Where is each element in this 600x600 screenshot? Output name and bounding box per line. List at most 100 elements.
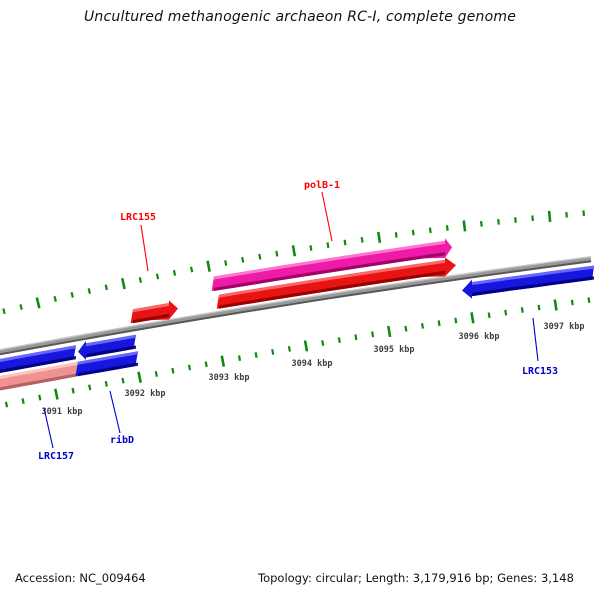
accession-text: Accession: NC_009464	[15, 571, 146, 585]
minor-tick	[21, 398, 25, 405]
label-leader-LRC153	[532, 317, 539, 362]
ruler-label: 3091 kbp	[42, 407, 83, 417]
gene-label-LRC155: LRC155	[120, 212, 156, 223]
gene-arrow-forward-gene-highlight	[219, 259, 445, 298]
minor-tick	[514, 217, 517, 223]
gene-arrow-LRC157	[0, 361, 78, 391]
minor-tick	[454, 317, 458, 324]
minor-tick	[428, 227, 432, 234]
major-tick	[206, 260, 211, 272]
minor-tick	[360, 237, 364, 243]
minor-tick	[504, 309, 508, 316]
label-leader-polB-1	[321, 191, 333, 242]
gene-arrow-reverse-gene-b-highlight	[86, 334, 136, 347]
minor-tick	[371, 331, 375, 338]
minor-tick	[258, 253, 262, 260]
minor-tick	[445, 225, 449, 231]
minor-tick	[321, 340, 325, 346]
gene-label-LRC157: LRC157	[38, 451, 74, 462]
minor-tick	[420, 323, 425, 329]
major-tick	[137, 371, 142, 383]
genome-backbone	[0, 256, 592, 355]
major-tick	[120, 277, 126, 290]
minor-tick	[38, 394, 42, 401]
label-leader-LRC157	[43, 407, 54, 449]
figure-title: Uncultured methanogenic archaeon RC-I, c…	[83, 9, 517, 25]
gene-label-LRC153: LRC153	[522, 366, 558, 377]
genome-backbone-highlight	[0, 256, 592, 351]
minor-tick	[171, 367, 175, 374]
upper-tick-track	[2, 210, 586, 315]
gene-label-ribD: ribD	[110, 434, 134, 446]
minor-tick	[537, 304, 541, 311]
ruler-label: 3093 kbp	[209, 373, 250, 383]
gene-arrow-LRC153-highlight	[472, 265, 594, 286]
major-tick	[220, 355, 226, 367]
ruler-label: 3095 kbp	[374, 345, 415, 355]
minor-tick	[53, 295, 57, 302]
gene-arrow-reverse-gene-a	[0, 345, 76, 373]
minor-tick	[275, 250, 279, 257]
ruler-label: 3094 kbp	[292, 359, 333, 369]
minor-tick	[587, 297, 591, 303]
gene-arrow-LRC155-highlight	[133, 303, 169, 313]
minor-tick	[565, 211, 568, 218]
major-tick	[553, 299, 558, 311]
minor-tick	[309, 245, 313, 251]
minor-tick	[343, 239, 347, 246]
gene-arrow-ribD	[75, 351, 138, 377]
minor-tick	[172, 269, 177, 276]
gene-arrow-polB-1-shadow	[214, 252, 445, 291]
gene-label-polB-1: polB-1	[304, 180, 340, 191]
minor-tick	[337, 337, 341, 343]
gene-arrow-ribD-highlight	[78, 351, 138, 365]
major-tick	[547, 210, 552, 223]
ruler-label: 3092 kbp	[125, 389, 166, 399]
minor-tick	[104, 380, 108, 387]
minor-tick	[254, 352, 258, 358]
minor-tick	[437, 320, 441, 327]
major-tick	[387, 325, 392, 338]
gene-arrow-ribD-shadow	[78, 362, 138, 377]
major-tick	[291, 245, 297, 257]
gene-arrow-reverse-gene-b-shadow	[86, 345, 136, 358]
minor-tick	[271, 348, 275, 355]
minor-tick	[2, 308, 6, 315]
minor-tick	[189, 266, 194, 273]
minor-tick	[582, 210, 586, 217]
ruler-label: 3097 kbp	[544, 322, 585, 332]
minor-tick	[411, 229, 415, 236]
minor-tick	[570, 299, 574, 306]
minor-tick	[70, 291, 74, 298]
gene-arrow-forward-gene-shadow	[219, 270, 445, 309]
gene-arrow-reverse-gene-a-highlight	[0, 345, 76, 363]
major-tick	[470, 312, 475, 324]
minor-tick	[155, 273, 160, 280]
major-tick	[462, 220, 467, 232]
minor-tick	[19, 304, 23, 310]
minor-tick	[237, 355, 242, 362]
gene-arrow-forward-gene	[216, 257, 456, 309]
minor-tick	[204, 361, 208, 368]
gene-arrow-reverse-gene-a-shadow	[0, 356, 76, 374]
minor-tick	[224, 260, 228, 266]
major-tick	[377, 231, 382, 244]
lower-tick-track	[4, 297, 591, 408]
major-tick	[54, 388, 59, 400]
minor-tick	[487, 312, 491, 319]
minor-tick	[187, 364, 192, 371]
minor-tick	[138, 277, 143, 283]
major-tick	[35, 297, 41, 309]
minor-tick	[71, 387, 75, 394]
ruler-label: 3096 kbp	[459, 332, 500, 342]
gene-arrow-LRC157-highlight	[0, 361, 78, 380]
gene-arrow-polB-1-highlight	[214, 240, 445, 280]
minor-tick	[394, 232, 398, 238]
genome-backbone-shadow	[0, 260, 592, 356]
major-tick	[303, 340, 309, 352]
minor-tick	[241, 256, 245, 263]
gene-arrow-LRC153-shadow	[472, 276, 594, 297]
topology-text: Topology: circular; Length: 3,179,916 bp…	[258, 571, 574, 585]
